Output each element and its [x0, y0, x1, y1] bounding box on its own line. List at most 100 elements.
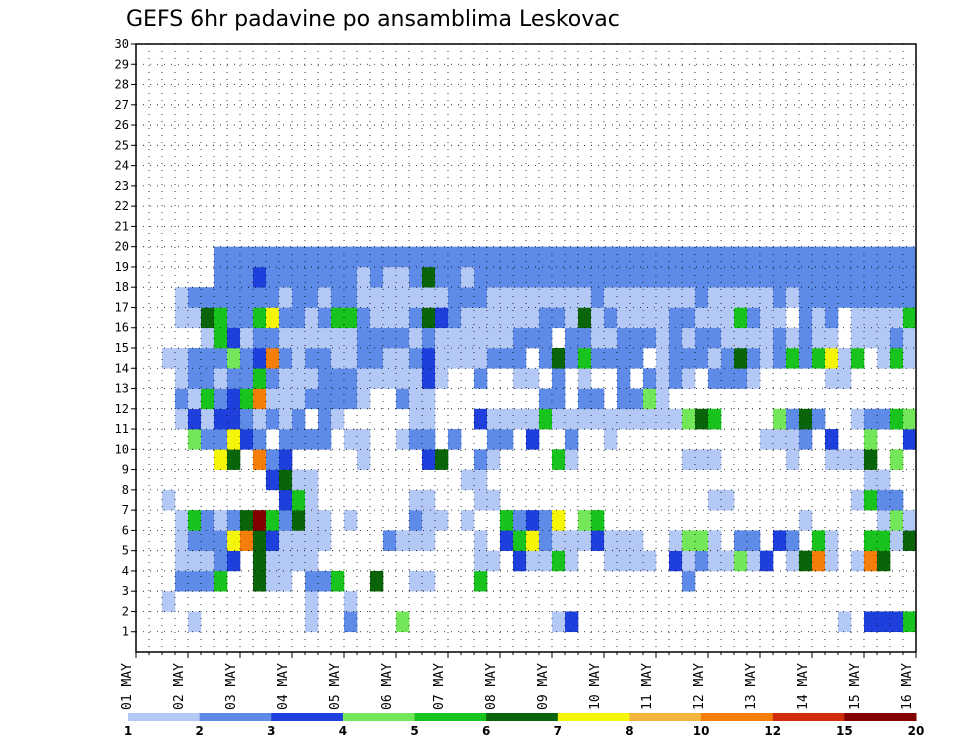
heatmap-cell: [877, 469, 891, 491]
heatmap-cell: [721, 550, 735, 572]
heatmap-cell: [240, 388, 254, 410]
heatmap-cell: [396, 327, 410, 349]
heatmap-cell: [708, 368, 722, 389]
heatmap-cell: [500, 408, 514, 430]
heatmap-cell: [656, 287, 670, 308]
heatmap-cell: [734, 530, 748, 551]
heatmap-cell: [747, 246, 761, 268]
heatmap-cell: [890, 530, 904, 551]
heatmap-cell: [708, 530, 722, 551]
heatmap-cell: [370, 348, 384, 369]
heatmap-cell: [578, 388, 592, 410]
heatmap-cell: [669, 530, 683, 551]
heatmap-cell: [578, 530, 592, 551]
x-tick-label: 15 MAY: [848, 663, 863, 710]
heatmap-cell: [370, 327, 384, 349]
heatmap-cell: [266, 408, 280, 430]
heatmap-cell: [500, 246, 514, 268]
heatmap-cell: [188, 348, 202, 369]
heatmap-cell: [630, 348, 644, 369]
heatmap-cell: [292, 266, 306, 288]
heatmap-cell: [877, 348, 891, 369]
x-tick-label: 08 MAY: [484, 663, 499, 710]
heatmap-cell: [461, 348, 475, 369]
heatmap-cell: [903, 266, 917, 288]
y-tick-label: 30: [115, 37, 129, 51]
heatmap-cell: [799, 327, 813, 349]
heatmap-cell: [474, 530, 488, 551]
heatmap-cell: [682, 449, 696, 470]
heatmap-cell: [695, 327, 709, 349]
heatmap-cell: [591, 246, 605, 268]
heatmap-cell: [253, 510, 267, 531]
heatmap-cell: [253, 388, 267, 410]
y-tick-label: 26: [115, 118, 129, 132]
y-tick-label: 16: [115, 321, 129, 335]
heatmap-cell: [435, 307, 449, 329]
heatmap-cell: [721, 368, 735, 389]
heatmap-cell: [812, 287, 826, 308]
heatmap-cell: [331, 246, 345, 268]
heatmap-cell: [305, 530, 319, 551]
heatmap-cell: [396, 530, 410, 551]
heatmap-cell: [825, 246, 839, 268]
heatmap-cell: [240, 246, 254, 268]
heatmap-cell: [331, 307, 345, 329]
heatmap-cell: [331, 368, 345, 389]
colorbar-label: 5: [410, 724, 418, 738]
heatmap-cell: [305, 570, 319, 592]
heatmap-cell: [526, 327, 540, 349]
heatmap-cell: [552, 266, 566, 288]
heatmap-cell: [318, 287, 332, 308]
heatmap-cell: [409, 429, 423, 450]
heatmap-cell: [851, 550, 865, 572]
heatmap-cell: [357, 388, 371, 410]
heatmap-cell: [175, 530, 189, 551]
colorbar-swatch: [701, 713, 774, 721]
heatmap-cell: [318, 510, 332, 531]
heatmap-cell: [838, 266, 852, 288]
x-tick-label: 14 MAY: [796, 663, 811, 710]
heatmap-cell: [877, 327, 891, 349]
y-tick-label: 5: [122, 544, 129, 558]
heatmap-cell: [708, 408, 722, 430]
heatmap-cell: [604, 348, 618, 369]
heatmap-cell: [279, 246, 293, 268]
heatmap-cell: [227, 388, 241, 410]
heatmap-cell: [214, 530, 228, 551]
heatmap-cell: [331, 266, 345, 288]
heatmap-cell: [656, 307, 670, 329]
heatmap-cell: [526, 368, 540, 389]
heatmap-cell: [890, 266, 904, 288]
heatmap-cell: [500, 266, 514, 288]
heatmap-cell: [643, 327, 657, 349]
heatmap-cell: [864, 449, 878, 470]
heatmap-cell: [552, 287, 566, 308]
heatmap-cell: [591, 388, 605, 410]
heatmap-cell: [409, 570, 423, 592]
heatmap-cell: [682, 266, 696, 288]
heatmap-cell: [279, 449, 293, 470]
heatmap-cell: [344, 266, 358, 288]
heatmap-cell: [747, 287, 761, 308]
y-tick-label: 17: [115, 300, 129, 314]
heatmap-cell: [747, 550, 761, 572]
y-tick-label: 25: [115, 138, 129, 152]
heatmap-cell: [435, 246, 449, 268]
heatmap-cell: [864, 429, 878, 450]
heatmap-cell: [721, 287, 735, 308]
heatmap-cell: [188, 307, 202, 329]
heatmap-cell: [487, 246, 501, 268]
heatmap-cell: [383, 246, 397, 268]
heatmap-cell: [539, 510, 553, 531]
heatmap-cell: [864, 287, 878, 308]
heatmap-cell: [292, 530, 306, 551]
heatmap-cell: [305, 307, 319, 329]
heatmap-cell: [487, 408, 501, 430]
heatmap-cell: [513, 307, 527, 329]
heatmap-cell: [474, 327, 488, 349]
heatmap-cell: [227, 449, 241, 470]
heatmap-cell: [175, 510, 189, 531]
heatmap-cell: [812, 266, 826, 288]
y-tick-label: 6: [122, 523, 129, 537]
